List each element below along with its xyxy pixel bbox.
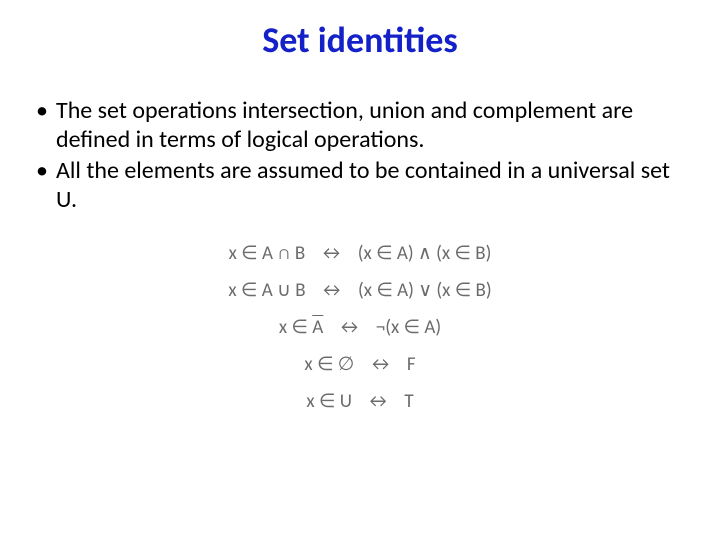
formula-lhs: x ∈ ∅ xyxy=(304,353,354,376)
bullet-list: The set operations intersection, union a… xyxy=(34,96,686,214)
formula-rhs: F xyxy=(407,353,416,376)
formula-rhs: (x ∈ A) ∨ (x ∈ B) xyxy=(358,279,492,302)
biconditional-icon: ↔ xyxy=(319,242,343,265)
slide-body: The set operations intersection, union a… xyxy=(0,72,720,413)
formula-rhs: (x ∈ A) ∧ (x ∈ B) xyxy=(358,242,492,265)
formula-lhs: x ∈ A xyxy=(279,316,323,339)
biconditional-icon: ↔ xyxy=(320,279,344,302)
slide: Set identities The set operations inters… xyxy=(0,18,720,540)
formula-row: x ∈ U ↔ T xyxy=(306,390,413,413)
biconditional-icon: ↔ xyxy=(368,353,392,376)
bullet-item: The set operations intersection, union a… xyxy=(34,96,686,154)
formula-row: x ∈ A ↔ ¬(x ∈ A) xyxy=(279,316,441,339)
formula-lhs: x ∈ A ∪ B xyxy=(228,279,305,302)
formula-row: x ∈ ∅ ↔ F xyxy=(304,353,415,376)
bullet-item: All the elements are assumed to be conta… xyxy=(34,156,686,214)
formula-row: x ∈ A ∩ B ↔ (x ∈ A) ∧ (x ∈ B) xyxy=(229,242,492,265)
biconditional-icon: ↔ xyxy=(366,390,390,413)
formula-rhs: T xyxy=(404,390,413,413)
formula-block: x ∈ A ∩ B ↔ (x ∈ A) ∧ (x ∈ B) x ∈ A ∪ B ↔ (x … xyxy=(34,242,686,413)
formula-lhs: x ∈ A ∩ B xyxy=(229,242,306,265)
formula-row: x ∈ A ∪ B ↔ (x ∈ A) ∨ (x ∈ B) xyxy=(228,279,491,302)
slide-title: Set identities xyxy=(0,18,720,62)
formula-lhs: x ∈ U xyxy=(306,390,352,413)
biconditional-icon: ↔ xyxy=(337,316,361,339)
formula-rhs: ¬(x ∈ A) xyxy=(376,316,441,339)
